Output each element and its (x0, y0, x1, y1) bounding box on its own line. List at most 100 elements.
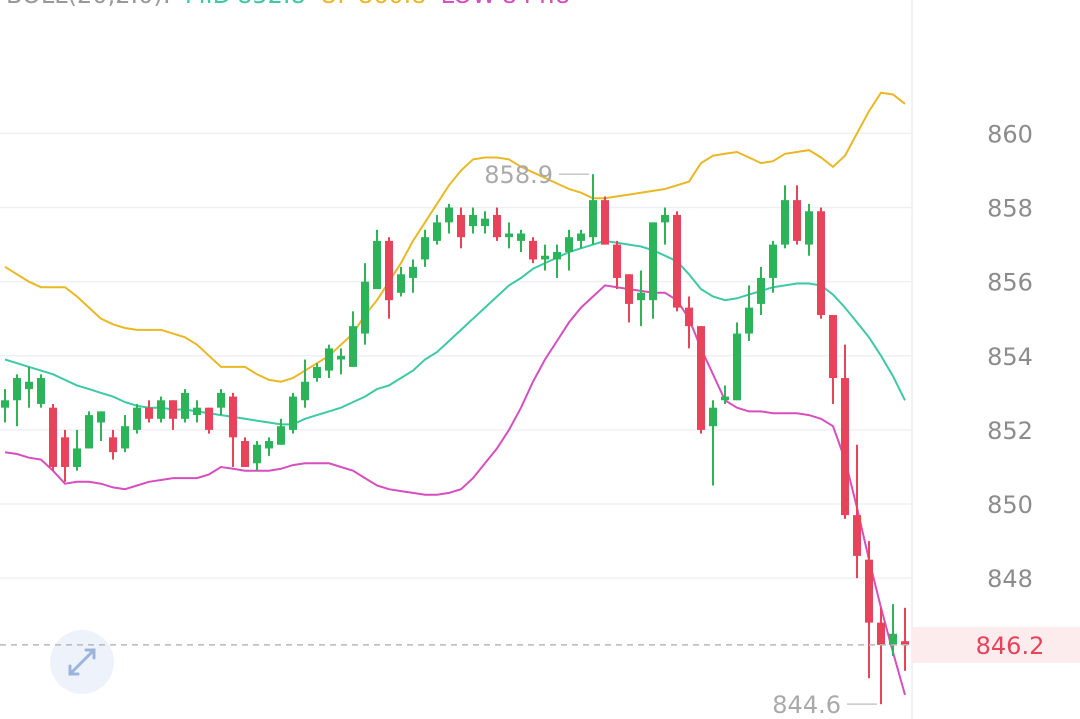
candle-body (61, 437, 69, 467)
candle-body (745, 307, 753, 334)
candle-body (421, 237, 429, 260)
candle-body (697, 326, 705, 430)
candle-body (805, 211, 813, 245)
candle-body (169, 400, 177, 419)
candle-body (325, 348, 333, 371)
candle-body (589, 200, 597, 238)
candle-body (613, 244, 621, 278)
band-line (4, 91, 906, 383)
legend-value: 852.8 (237, 0, 306, 9)
candle-body (385, 240, 393, 301)
y-tick-label: 848 (987, 565, 1033, 593)
candle-body (157, 400, 165, 419)
expand-button[interactable] (50, 630, 114, 694)
candle-body (733, 333, 741, 401)
y-tick-label: 850 (987, 491, 1033, 519)
y-tick-label: 856 (987, 269, 1033, 297)
candle-body (373, 240, 381, 290)
candle-body (757, 277, 765, 304)
band-line (4, 284, 906, 696)
candle-body (49, 407, 57, 467)
candle-body (145, 407, 153, 419)
legend-value: 860.8 (358, 0, 427, 9)
candle-body (85, 415, 93, 449)
y-tick-label: 852 (987, 417, 1033, 445)
candle-body (793, 200, 801, 241)
candle-body (397, 274, 405, 293)
legend-value: 844.8 (502, 0, 571, 9)
band-line (4, 239, 906, 426)
y-tick-label: 854 (987, 343, 1033, 371)
candle-body (445, 207, 453, 223)
candle-body (121, 426, 129, 449)
candle-body (97, 411, 105, 423)
candle-body (769, 244, 777, 278)
candle-body (217, 392, 225, 408)
candle-body (829, 315, 837, 379)
legend-name: LOW (441, 0, 496, 9)
last-price-box (912, 626, 1080, 663)
candle-body (337, 355, 345, 360)
candle-body (673, 214, 681, 308)
candle-body (277, 426, 285, 445)
indicator-name: BOLL(20,2.0): (6, 0, 171, 9)
candle-body (781, 200, 789, 245)
candle-body (901, 641, 909, 645)
candle-body (193, 407, 201, 416)
candle-body (241, 441, 249, 467)
candle-body (301, 381, 309, 401)
candle-body (889, 633, 897, 645)
legend-name: MID (185, 0, 231, 9)
candle-body (133, 407, 141, 430)
candle-body (229, 396, 237, 438)
candle-body (505, 233, 513, 238)
candle-body (865, 559, 873, 623)
candle-body (493, 214, 501, 238)
candle-body (721, 396, 729, 401)
candle-body (661, 214, 669, 223)
candle-body (265, 441, 273, 449)
candle-body (349, 326, 357, 367)
candle-body (313, 366, 321, 379)
candle-body (601, 200, 609, 245)
candle-body (361, 281, 369, 334)
candle-body (205, 407, 213, 430)
candle-body (853, 515, 861, 556)
candle-body (37, 378, 45, 404)
candle-body (109, 437, 117, 453)
candle-body (469, 214, 477, 227)
candle-body (25, 381, 33, 390)
candle-body (517, 233, 525, 241)
legend-name: UP (320, 0, 352, 9)
candle-body (565, 237, 573, 253)
candle-body (181, 392, 189, 419)
last-price-label: 846.2 (976, 632, 1045, 660)
expand-icon[interactable] (68, 648, 96, 676)
candle-body (817, 211, 825, 316)
candle-body (841, 378, 849, 516)
candle-body (481, 218, 489, 227)
y-tick-label: 858 (987, 195, 1033, 223)
candle-body (409, 266, 417, 278)
candle-body (253, 444, 261, 464)
candle-body (457, 214, 465, 238)
candle-body (541, 255, 549, 260)
candle-body (13, 378, 21, 401)
candle-body (577, 233, 585, 241)
candle-body (433, 222, 441, 241)
min-label: 844.6 (772, 691, 841, 719)
candle-body (625, 274, 633, 304)
candle-body (529, 240, 537, 260)
candle-body (553, 252, 561, 260)
indicator-legend: BOLL(20,2.0): MID 852.8 UP 860.8 LOW 844.8 (6, 0, 570, 9)
candle-body (1, 400, 9, 408)
candle-body (637, 292, 645, 301)
max-label: 858.9 (484, 161, 553, 189)
candle-body (649, 222, 657, 301)
candle-body (709, 407, 717, 427)
candle-body (73, 448, 81, 467)
candle-body (685, 307, 693, 327)
y-tick-label: 860 (987, 120, 1033, 148)
